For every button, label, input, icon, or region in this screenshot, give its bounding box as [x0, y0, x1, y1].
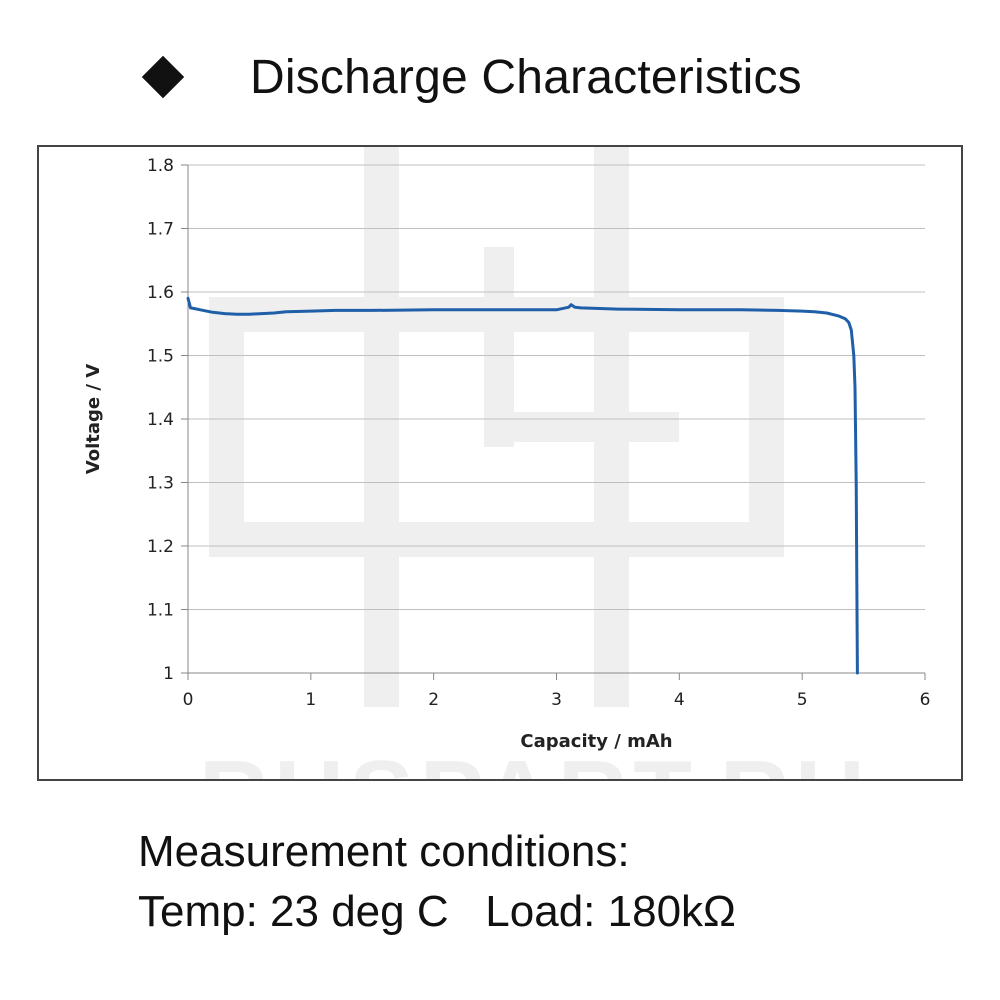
- measurement-conditions: Measurement conditions: Temp: 23 deg C L…: [138, 822, 736, 942]
- watermark-shape-5: [209, 522, 784, 557]
- x-tick-label: 1: [305, 690, 316, 710]
- watermark-shape-0: [364, 147, 399, 707]
- y-axis-label: Voltage / V: [83, 364, 104, 474]
- y-tick-label: 1.6: [147, 283, 174, 303]
- x-tick-label: 6: [920, 690, 931, 710]
- y-tick-label: 1.5: [147, 347, 174, 367]
- series-line-0: [186, 296, 859, 675]
- page-title: Discharge Characteristics: [250, 50, 802, 104]
- x-tick-label: 4: [674, 690, 685, 710]
- conditions-line-2: Temp: 23 deg C Load: 180kΩ: [138, 887, 736, 936]
- watermark-shape-7: [484, 412, 679, 442]
- y-tick-label: 1.4: [147, 410, 174, 430]
- header: Discharge Characteristics: [140, 42, 802, 112]
- watermark-shape-2: [209, 297, 244, 557]
- y-tick-label: 1: [163, 664, 174, 684]
- y-tick-label: 1.1: [147, 601, 174, 621]
- conditions-line-1: Measurement conditions:: [138, 827, 630, 876]
- y-tick-label: 1.8: [147, 156, 174, 176]
- watermark-text: RUSPART.RU: [199, 741, 871, 779]
- y-tick-label: 1.7: [147, 220, 174, 240]
- discharge-chart: RUSPART.RU11.11.21.31.41.51.61.71.801234…: [83, 147, 931, 779]
- diamond-icon: [141, 55, 185, 99]
- x-tick-label: 0: [183, 690, 194, 710]
- x-tick-label: 3: [551, 690, 562, 710]
- chart-frame: RUSPART.RU11.11.21.31.41.51.61.71.801234…: [37, 145, 963, 781]
- x-axis-label: Capacity / mAh: [520, 731, 672, 752]
- y-tick-label: 1.2: [147, 537, 174, 557]
- x-tick-label: 2: [428, 690, 439, 710]
- x-tick-label: 5: [797, 690, 808, 710]
- y-tick-label: 1.3: [147, 474, 174, 494]
- watermark-shape-3: [749, 297, 784, 557]
